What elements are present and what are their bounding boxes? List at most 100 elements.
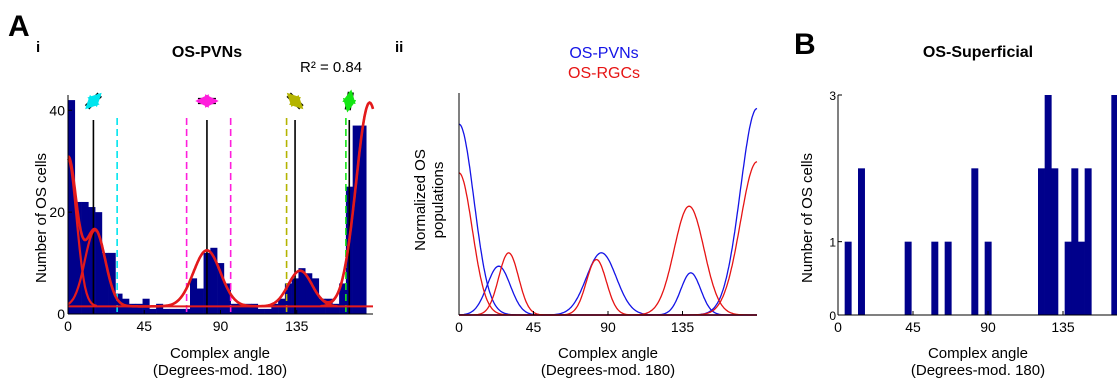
histogram-bar bbox=[149, 308, 157, 314]
panel-b: OS-Superficial 0 45 90 135 0 1 3 Number of OS … bbox=[799, 44, 1117, 379]
panel-ai-xtick-label: 0 bbox=[64, 318, 72, 334]
panel-b-xtick-label: 45 bbox=[905, 319, 921, 335]
panel-ai: OS-PVNs R² = 0.84 0 45 90 135 0 20 40 Number o… bbox=[33, 44, 375, 379]
panel-ai-ytick-label: 0 bbox=[57, 306, 65, 322]
population-curve bbox=[458, 265, 757, 316]
histogram-bar bbox=[844, 241, 852, 315]
panel-aii-ylabel-line1: Normalized OS bbox=[412, 149, 429, 251]
legend-os-pvns: OS-PVNs bbox=[569, 45, 638, 62]
histogram-bar bbox=[169, 308, 177, 314]
histogram-bar bbox=[210, 247, 218, 314]
histogram-bar bbox=[162, 308, 170, 314]
panel-b-axes: 0 45 90 135 0 1 3 bbox=[829, 89, 1117, 335]
panel-b-ytick-label: 3 bbox=[829, 89, 836, 103]
histogram-bar bbox=[332, 303, 340, 314]
histogram-bar bbox=[858, 168, 865, 315]
histogram-bar bbox=[904, 241, 912, 315]
panel-b-ylabel: Number of OS cells bbox=[799, 153, 816, 283]
histogram-bar bbox=[971, 168, 979, 315]
panel-b-xtick-label: 90 bbox=[980, 319, 996, 335]
panel-ai-ytick-label: 20 bbox=[49, 204, 65, 220]
orientation-arrow bbox=[85, 92, 102, 110]
histogram-bar bbox=[115, 293, 123, 314]
panel-label-ii: ii bbox=[395, 39, 403, 56]
population-curve bbox=[458, 172, 757, 316]
panel-ai-xtick-label: 135 bbox=[285, 318, 309, 334]
histogram-bar bbox=[1044, 95, 1052, 315]
panel-b-xtick-label: 135 bbox=[1051, 319, 1075, 335]
histogram-bar bbox=[312, 278, 320, 314]
panel-aii-xtick-label: 90 bbox=[600, 319, 616, 335]
histogram-bar bbox=[230, 303, 238, 314]
histogram-bar bbox=[339, 283, 347, 314]
panel-ai-xlabel2: (Degrees-mod. 180) bbox=[153, 362, 287, 379]
histogram-bar bbox=[264, 308, 272, 314]
histogram-bar bbox=[237, 303, 245, 314]
histogram-bar bbox=[1078, 241, 1085, 315]
panel-ai-xtick-label: 90 bbox=[213, 318, 229, 334]
panel-ai-xlabel: Complex angle bbox=[170, 345, 270, 362]
orientation-arrow bbox=[342, 89, 357, 113]
population-curve bbox=[459, 258, 757, 316]
panel-b-title: OS-Superficial bbox=[923, 44, 1033, 61]
panel-ai-axes: 0 45 90 135 0 20 40 bbox=[49, 95, 373, 334]
histogram-bar bbox=[298, 268, 306, 314]
histogram-bar bbox=[1038, 168, 1045, 315]
orientation-arrow bbox=[286, 92, 304, 110]
panel-aii-xtick-label: 0 bbox=[455, 319, 463, 335]
panel-aii: OS-PVNs OS-RGCs 0 45 90 135 Normalized OS p… bbox=[412, 45, 758, 379]
panel-b-xtick-label: 0 bbox=[834, 319, 842, 335]
histogram-bar bbox=[305, 273, 313, 314]
histogram-bar bbox=[931, 241, 939, 315]
population-curve bbox=[459, 161, 758, 316]
panel-label-i: i bbox=[36, 39, 40, 56]
histogram-bar bbox=[944, 241, 952, 315]
panel-ai-bars bbox=[68, 100, 367, 315]
histogram-bar bbox=[88, 207, 96, 314]
histogram-bar bbox=[95, 212, 103, 314]
histogram-bar bbox=[74, 201, 82, 314]
panel-b-xlabel2: (Degrees-mod. 180) bbox=[911, 362, 1045, 379]
histogram-bar bbox=[1084, 168, 1092, 315]
histogram-bar bbox=[284, 283, 292, 314]
histogram-bar bbox=[352, 125, 360, 314]
panel-aii-xlabel: Complex angle bbox=[558, 345, 658, 362]
panel-ai-r2: R² = 0.84 bbox=[300, 59, 362, 76]
panel-b-ytick-label: 0 bbox=[829, 309, 836, 323]
histogram-bar bbox=[135, 303, 143, 314]
legend-os-rgcs: OS-RGCs bbox=[568, 65, 640, 82]
panel-ai-fit bbox=[67, 101, 375, 308]
panel-aii-xlabel2: (Degrees-mod. 180) bbox=[541, 362, 675, 379]
panel-ai-xtick-label: 45 bbox=[136, 318, 152, 334]
histogram-bar bbox=[984, 241, 992, 315]
histogram-bar bbox=[1051, 168, 1059, 315]
histogram-bar bbox=[1064, 241, 1072, 315]
histogram-bar bbox=[251, 303, 259, 314]
panel-label-b: B bbox=[794, 28, 816, 61]
fit-sum-curve bbox=[67, 101, 375, 308]
panel-label-a: A bbox=[8, 10, 30, 43]
panel-aii-curves bbox=[458, 107, 758, 316]
panel-ai-marker-lines bbox=[92, 118, 351, 314]
histogram-bar bbox=[68, 100, 76, 315]
panel-ai-arrows bbox=[84, 89, 357, 113]
histogram-bar bbox=[223, 283, 231, 314]
panel-ai-ytick-label: 40 bbox=[49, 102, 65, 118]
panel-aii-xtick-label: 45 bbox=[526, 319, 542, 335]
histogram-bar bbox=[244, 303, 252, 314]
histogram-bar bbox=[190, 278, 198, 314]
histogram-bar bbox=[1111, 95, 1117, 315]
histogram-bar bbox=[156, 303, 164, 314]
histogram-bar bbox=[271, 303, 279, 314]
panel-aii-ylabel-line2: populations bbox=[430, 162, 447, 239]
panel-ai-title: OS-PVNs bbox=[172, 44, 242, 61]
histogram-bar bbox=[101, 252, 109, 314]
histogram-bar bbox=[217, 263, 225, 314]
histogram-bar bbox=[196, 288, 204, 314]
panel-ai-ylabel: Number of OS cells bbox=[33, 153, 50, 283]
population-curve bbox=[459, 272, 757, 316]
histogram-bar bbox=[257, 308, 265, 314]
panel-b-bars bbox=[844, 95, 1117, 315]
panel-aii-axes: 0 45 90 135 bbox=[455, 93, 757, 335]
